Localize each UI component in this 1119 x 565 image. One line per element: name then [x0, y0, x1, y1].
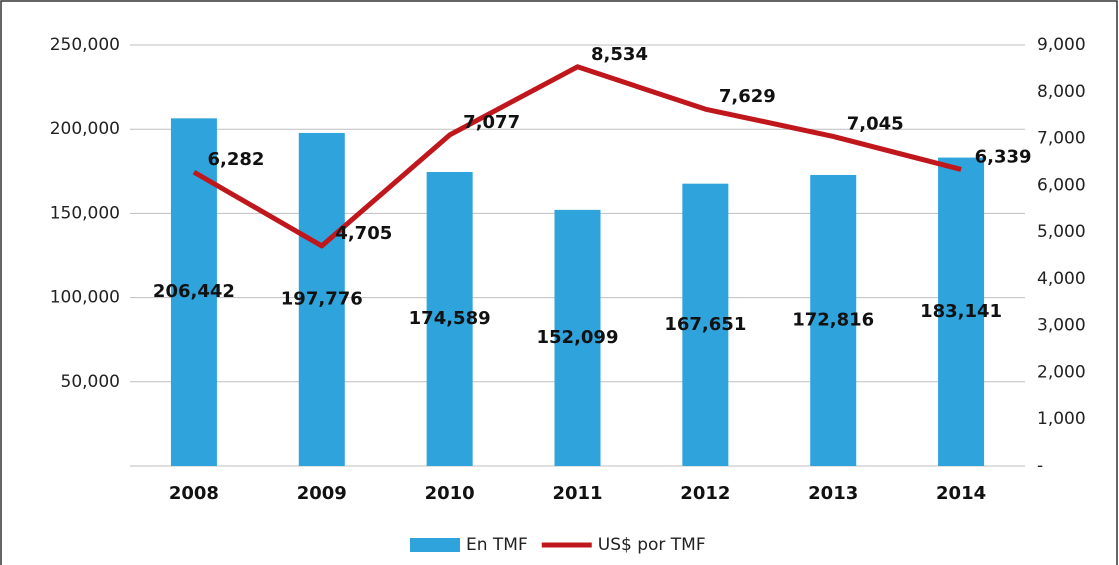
- line-value-label: 6,282: [207, 149, 264, 170]
- y2-tick-label: 9,000: [1037, 35, 1086, 55]
- bar: [810, 174, 857, 467]
- y2-tick-label: 2,000: [1037, 362, 1086, 382]
- x-tick-label: 2010: [425, 483, 475, 504]
- x-tick-label: 2014: [936, 483, 986, 504]
- y-tick-label: 100,000: [50, 288, 120, 308]
- y2-tick-label: 5,000: [1037, 222, 1086, 242]
- y2-tick-label: 8,000: [1037, 82, 1086, 102]
- x-tick-label: 2013: [808, 483, 858, 504]
- line-value-label: 8,534: [591, 44, 648, 65]
- bar: [298, 132, 345, 466]
- bar: [682, 183, 729, 466]
- bar: [554, 209, 601, 466]
- y2-tick-label: 4,000: [1037, 269, 1086, 289]
- bar-value-label: 172,816: [792, 309, 874, 330]
- bar-value-label: 206,442: [153, 281, 235, 302]
- bar: [426, 171, 473, 466]
- line: [192, 64, 962, 249]
- line-value-label: 7,077: [463, 112, 520, 133]
- y2-tick-label: 1,000: [1037, 409, 1086, 429]
- y2-tick-label: -: [1037, 456, 1043, 476]
- y2-tick-label: 3,000: [1037, 316, 1086, 336]
- line-value-label: 6,339: [975, 146, 1032, 167]
- legend-label: US$ por TMF: [598, 535, 706, 555]
- line-value-label: 7,045: [847, 113, 904, 134]
- bar-value-label: 152,099: [537, 327, 619, 348]
- y-tick-label: 50,000: [61, 372, 120, 392]
- bar-value-label: 183,141: [920, 301, 1002, 322]
- y-tick-label: 200,000: [50, 119, 120, 139]
- legend-swatch: [410, 538, 460, 552]
- y-tick-label: 250,000: [50, 35, 120, 55]
- bar-value-label: 174,589: [409, 308, 491, 329]
- line-value-label: 7,629: [719, 86, 776, 107]
- y2-tick-label: 7,000: [1037, 129, 1086, 149]
- line-value-label: 4,705: [335, 223, 392, 244]
- x-tick-label: 2011: [552, 483, 602, 504]
- y2-tick-label: 6,000: [1037, 175, 1086, 195]
- bar: [170, 118, 217, 466]
- x-tick-label: 2012: [680, 483, 730, 504]
- x-tick-label: 2009: [297, 483, 347, 504]
- legend-label: En TMF: [466, 535, 528, 555]
- bar: [938, 157, 985, 466]
- bar-value-label: 167,651: [664, 314, 746, 335]
- x-tick-label: 2008: [169, 483, 219, 504]
- bar-value-label: 197,776: [281, 288, 363, 309]
- y-tick-label: 150,000: [50, 203, 120, 223]
